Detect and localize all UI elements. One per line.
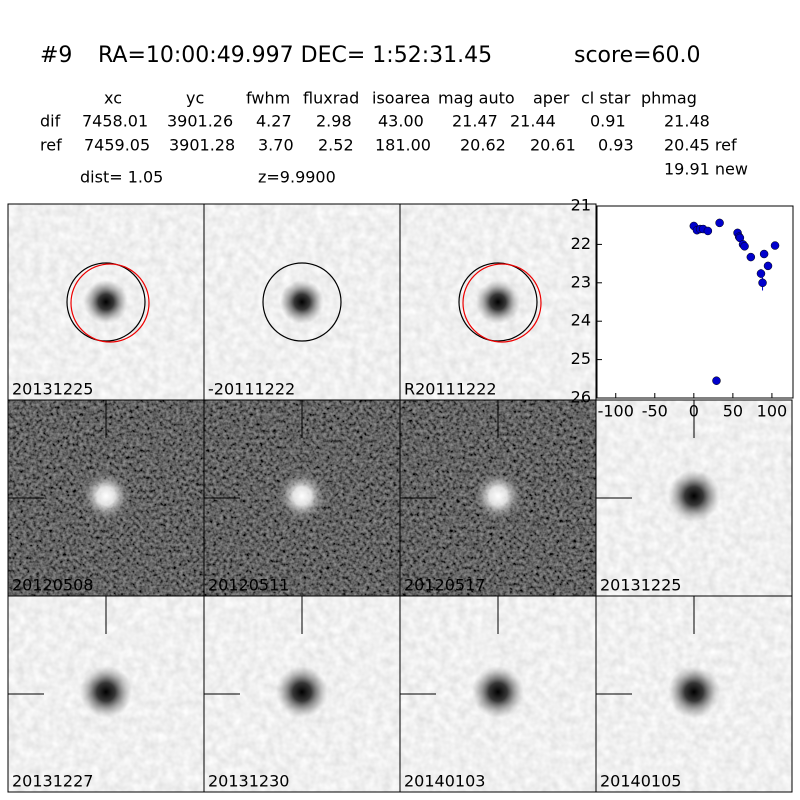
source	[276, 666, 328, 718]
data-point	[758, 278, 767, 288]
stamp-label: -20111222	[208, 380, 295, 399]
dist: dist= 1.05	[80, 168, 163, 187]
data-point	[756, 269, 766, 278]
stamp-label: 20131225	[12, 380, 93, 399]
source	[668, 470, 720, 522]
table-cell: 0.93	[598, 136, 634, 155]
y-tick-label: 24	[571, 311, 591, 330]
x-tick-label: 50	[723, 402, 743, 421]
y-tick-label: 23	[571, 272, 591, 291]
column-header: isoarea	[372, 89, 430, 108]
stamp-label: 20131227	[12, 772, 93, 791]
source	[668, 666, 720, 718]
aperture	[262, 262, 342, 342]
table-cell: 0.91	[590, 112, 626, 131]
redshift: z=9.9900	[258, 168, 336, 187]
stamp-label: 20120511	[208, 576, 289, 595]
y-tick-label: 21	[571, 196, 591, 215]
stamp-label: 20131230	[208, 772, 289, 791]
table-cell: 2.98	[316, 112, 352, 131]
table-cell: ref	[40, 136, 62, 155]
column-header: xc	[104, 89, 122, 108]
data-point	[703, 226, 713, 236]
table-cell: 20.62	[460, 136, 506, 155]
source	[84, 280, 128, 324]
y-tick-label: 25	[571, 349, 591, 368]
candidate-id: #9	[40, 43, 72, 68]
stamp-label: 20140103	[404, 772, 485, 791]
table-cell: 7458.01	[82, 112, 148, 131]
aperture	[66, 262, 146, 342]
column-header: yc	[186, 89, 204, 108]
coordinates: RA=10:00:49.997 DEC= 1:52:31.45	[98, 43, 492, 68]
source	[472, 470, 524, 522]
data-point	[763, 261, 773, 271]
column-header: fluxrad	[303, 89, 359, 108]
plot-area	[596, 205, 794, 399]
table-cell: 3901.28	[169, 136, 235, 155]
source	[276, 470, 328, 522]
y-tick-label: 22	[571, 234, 591, 253]
source	[80, 666, 132, 718]
stamp-label: 20120508	[12, 576, 93, 595]
table-cell: 181.00	[375, 136, 431, 155]
source	[472, 666, 524, 718]
stamp-label: R20111222	[404, 380, 497, 399]
aperture	[458, 262, 538, 342]
source	[80, 470, 132, 522]
column-header: mag auto	[438, 89, 515, 108]
table-cell: 21.47	[452, 112, 498, 131]
stamp-label: 20120517	[404, 576, 485, 595]
table-cell: 3901.26	[167, 112, 233, 131]
data-point	[746, 252, 756, 262]
data-point	[740, 242, 749, 251]
column-header: fwhm	[246, 89, 290, 108]
table-cell: 21.44	[510, 112, 556, 131]
data-point	[770, 241, 780, 250]
column-header: cl star	[581, 89, 631, 108]
column-header: phmag	[641, 89, 697, 108]
data-point	[715, 218, 724, 228]
y-tick-label: 26	[571, 388, 591, 407]
table-cell: 20.45 ref	[664, 136, 737, 155]
x-tick-label: 100	[757, 402, 788, 421]
table-cell: dif	[40, 112, 61, 131]
stamp-label: 20131225	[600, 576, 681, 595]
table-cell: 3.70	[258, 136, 294, 155]
score: score=60.0	[574, 43, 701, 68]
source	[280, 280, 324, 324]
table-cell: 7459.05	[84, 136, 150, 155]
x-tick-label: -50	[642, 402, 668, 421]
table-cell: 43.00	[378, 112, 424, 131]
table-cell: 2.52	[318, 136, 354, 155]
stamp-frame	[595, 595, 793, 793]
x-tick-label: 0	[689, 402, 699, 421]
column-header: aper	[533, 89, 570, 108]
table-cell: 4.27	[256, 112, 292, 131]
table-cell: 20.61	[530, 136, 576, 155]
data-point	[712, 376, 721, 385]
source	[476, 280, 520, 324]
table-cell: 21.48	[664, 112, 710, 131]
x-tick-label: -100	[598, 402, 634, 421]
phmag-new: 19.91 new	[664, 160, 748, 179]
ref-aperture	[70, 263, 150, 343]
data-point	[759, 249, 769, 259]
stamp-label: 20140105	[600, 772, 681, 791]
ref-aperture	[462, 263, 542, 343]
